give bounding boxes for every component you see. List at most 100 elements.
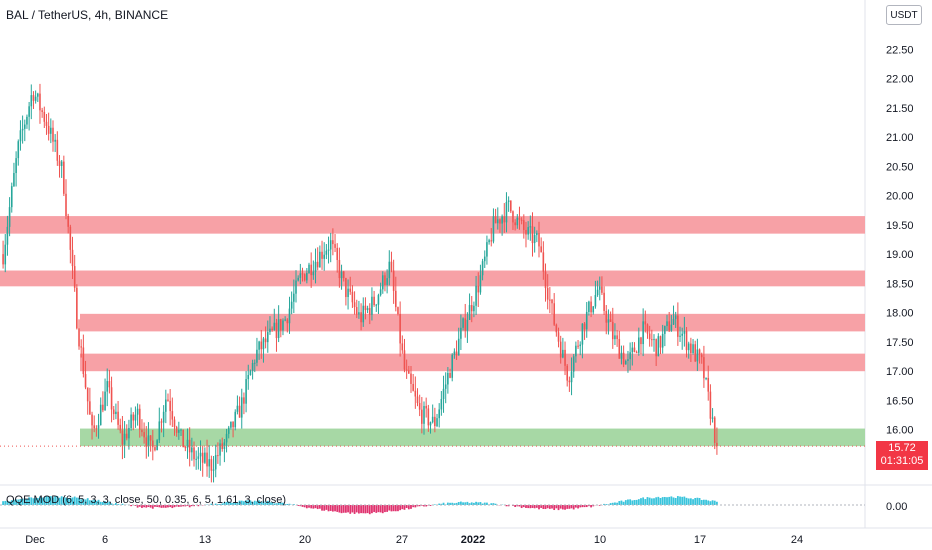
candle-body bbox=[86, 387, 89, 402]
candle-body bbox=[293, 293, 295, 302]
candle-body bbox=[149, 435, 152, 441]
candle-body bbox=[496, 219, 499, 224]
qqe-bar bbox=[403, 505, 406, 510]
qqe-bar bbox=[371, 505, 373, 514]
candle-body bbox=[136, 408, 139, 415]
qqe-bar bbox=[106, 502, 109, 505]
candle-body bbox=[340, 271, 343, 279]
qqe-bar bbox=[147, 505, 150, 508]
qqe-bar bbox=[104, 501, 106, 505]
candle-body bbox=[551, 299, 553, 304]
candle-body bbox=[210, 459, 213, 471]
candle-body bbox=[251, 363, 254, 372]
candle-body bbox=[115, 411, 117, 415]
candle-body bbox=[158, 421, 161, 441]
qqe-bar bbox=[377, 505, 380, 513]
qqe-bar bbox=[23, 498, 26, 505]
candle-body bbox=[481, 261, 484, 276]
qqe-bar bbox=[21, 498, 24, 505]
qqe-bar bbox=[360, 505, 362, 514]
candle-body bbox=[260, 341, 263, 350]
candle-body bbox=[17, 141, 20, 159]
qqe-bar bbox=[188, 505, 191, 508]
candle-body bbox=[559, 341, 562, 358]
candle-body bbox=[99, 404, 102, 426]
candle-body bbox=[666, 321, 668, 327]
candle-body bbox=[692, 344, 694, 354]
candle-body bbox=[594, 295, 597, 307]
candle-body bbox=[188, 439, 191, 453]
candle-body bbox=[611, 321, 614, 340]
candle-body bbox=[123, 433, 126, 445]
qqe-bar bbox=[663, 496, 666, 505]
chart-title: BAL / TetherUS, 4h, BINANCE bbox=[6, 8, 169, 22]
qqe-bar bbox=[10, 500, 13, 505]
candle-body bbox=[178, 429, 180, 433]
qqe-bar bbox=[60, 496, 63, 505]
candle-body bbox=[373, 296, 375, 305]
candle-body bbox=[644, 321, 647, 325]
qqe-bar bbox=[479, 502, 482, 505]
qqe-bar bbox=[164, 505, 167, 508]
qqe-bar bbox=[453, 503, 456, 505]
candle-body bbox=[182, 429, 184, 448]
qqe-bar bbox=[349, 505, 352, 514]
qqe-bar bbox=[49, 496, 52, 505]
candle-body bbox=[180, 429, 182, 431]
qqe-bar bbox=[455, 502, 458, 505]
candle-body bbox=[490, 240, 493, 242]
qqe-bar bbox=[451, 502, 454, 505]
candle-body bbox=[529, 226, 532, 228]
candle-body bbox=[546, 288, 549, 300]
qqe-bar bbox=[232, 502, 234, 505]
candle-body bbox=[403, 350, 406, 370]
qqe-bar bbox=[611, 502, 614, 505]
candle-body bbox=[199, 452, 202, 457]
qqe-bar bbox=[702, 499, 705, 505]
qqe-bar bbox=[93, 499, 96, 505]
qqe-bar bbox=[477, 502, 480, 505]
candle-body bbox=[303, 274, 306, 281]
candle-body bbox=[672, 319, 675, 325]
candle-body bbox=[95, 428, 98, 430]
candle-body bbox=[368, 308, 371, 315]
qqe-bar bbox=[661, 497, 664, 505]
candle-body bbox=[236, 405, 239, 412]
y-tick-label: 21.00 bbox=[886, 132, 914, 144]
qqe-bar bbox=[230, 502, 232, 505]
qqe-bar bbox=[301, 505, 304, 507]
qqe-bar bbox=[41, 497, 44, 505]
candle-body bbox=[707, 377, 710, 392]
zone-resistance-0 bbox=[0, 216, 865, 234]
zone-resistance-1 bbox=[0, 270, 865, 287]
candle-body bbox=[154, 447, 156, 451]
qqe-bar bbox=[590, 505, 592, 508]
candle-body bbox=[434, 416, 436, 427]
qqe-bar bbox=[2, 501, 4, 505]
qqe-bar bbox=[633, 500, 636, 505]
qqe-bar bbox=[82, 498, 85, 505]
y-tick-label: 20.50 bbox=[886, 161, 914, 173]
candle-body bbox=[355, 307, 358, 315]
candle-body bbox=[50, 127, 52, 134]
candle-body bbox=[184, 447, 187, 449]
candle-body bbox=[288, 308, 291, 324]
candle-body bbox=[705, 377, 707, 379]
candle-body bbox=[425, 405, 427, 409]
qqe-bar bbox=[516, 505, 519, 507]
candle-body bbox=[238, 405, 241, 418]
qqe-bar bbox=[62, 497, 65, 505]
qqe-bar bbox=[507, 505, 510, 507]
qqe-bar bbox=[258, 500, 261, 505]
qqe-bar bbox=[653, 498, 655, 505]
qqe-bar bbox=[386, 505, 389, 512]
candle-body bbox=[299, 273, 302, 278]
candle-body bbox=[455, 351, 458, 356]
qqe-bar bbox=[466, 501, 469, 505]
candle-body bbox=[716, 442, 718, 447]
candle-body bbox=[32, 95, 35, 101]
candle-body bbox=[169, 400, 171, 412]
currency-button[interactable]: USDT bbox=[886, 5, 922, 25]
candle-body bbox=[325, 250, 328, 255]
candle-body bbox=[416, 396, 419, 404]
